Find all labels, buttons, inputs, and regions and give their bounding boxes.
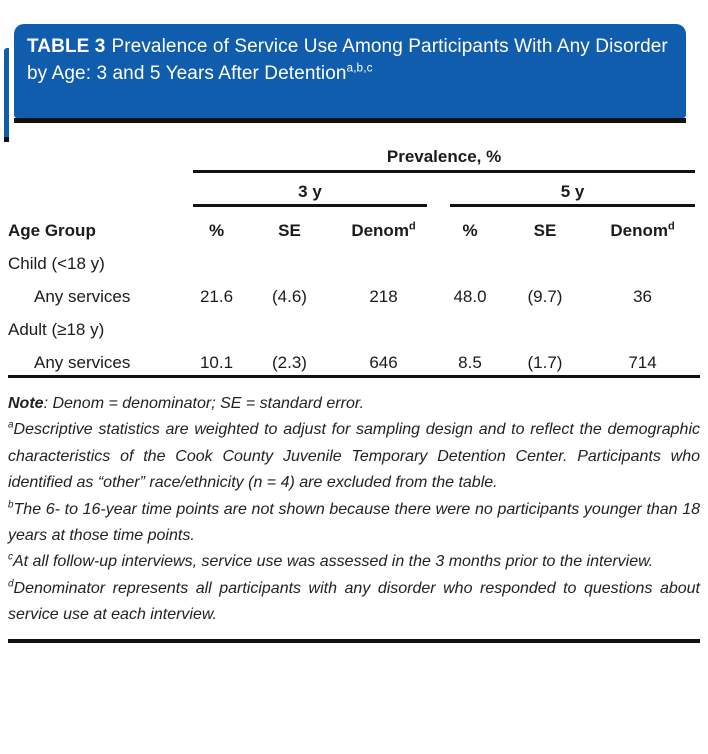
age-group-header: Age Group — [8, 221, 96, 240]
footnote-note: Note: Denom = denominator; SE = standard… — [8, 395, 365, 412]
banner-bottom-rule — [14, 118, 686, 123]
table-row-adult-any-services: Any services 10.1 (2.3) 646 8.5 (1.7) 71… — [8, 340, 697, 373]
denom-footnote-marker: d — [667, 220, 675, 233]
prevalence-spanner-label: Prevalence, % — [386, 147, 502, 166]
table-title-banner: TABLE 3 Prevalence of Service Use Among P… — [14, 24, 686, 118]
group-5y: 5 y — [438, 173, 697, 207]
se-header-5y: SE — [533, 221, 557, 240]
se-header-3y: SE — [278, 221, 301, 240]
se-3y-value: (4.6) — [272, 287, 307, 306]
footnote-c: cAt all follow-up interviews, service us… — [8, 552, 654, 571]
denom-3y-value: 646 — [369, 353, 398, 372]
group-5y-rule: 5 y — [450, 182, 696, 207]
table-bottom-rule — [8, 375, 700, 378]
table-title-text: Prevalence of Service Use Among Particip… — [27, 36, 668, 84]
pct-5y-value: 48.0 — [453, 287, 487, 306]
page-bottom-rule — [8, 638, 700, 643]
group-3y-rule: 3 y — [193, 182, 427, 207]
denom-3y-value: 218 — [369, 287, 398, 306]
row-label: Any services — [34, 353, 131, 372]
denom-footnote-marker: d — [408, 220, 416, 233]
prevalence-spanner-rule: Prevalence, % — [193, 147, 696, 173]
table-row-adult-group: Adult (≥18 y) — [8, 307, 697, 340]
pct-5y-value: 8.5 — [458, 353, 482, 372]
prevalence-spanner: Prevalence, % — [183, 123, 697, 173]
denom-5y-value: 714 — [628, 353, 657, 372]
table-row-child-group: Child (<18 y) — [8, 241, 697, 274]
spanner-row: Prevalence, % — [8, 123, 697, 173]
spanner-spacer — [8, 123, 183, 173]
banner-accent-bar — [4, 48, 9, 142]
table-row-child-any-services: Any services 21.6 (4.6) 218 48.0 (9.7) 3… — [8, 274, 697, 307]
row-label: Adult (≥18 y) — [8, 320, 105, 339]
footnote-b: bThe 6- to 16-year time points are not s… — [8, 499, 700, 545]
table-title-footnote-markers: a,b,c — [346, 61, 373, 75]
denom-5y-value: 36 — [633, 287, 652, 306]
pct-3y-value: 21.6 — [199, 287, 234, 306]
journal-table-page: TABLE 3 Prevalence of Service Use Among P… — [0, 24, 708, 754]
row-label: Any services — [34, 287, 131, 306]
footnote-a: aDescriptive statistics are weighted to … — [8, 420, 700, 492]
footnote-d: dDenominator represents all participants… — [8, 578, 700, 624]
year-group-row: 3 y 5 y — [8, 173, 697, 207]
se-5y-value: (9.7) — [527, 287, 563, 306]
year-group-spacer — [8, 173, 183, 207]
se-5y-value: (1.7) — [527, 353, 563, 372]
group-5y-label: 5 y — [560, 182, 585, 201]
footnotes-block: Note: Denom = denominator; SE = standard… — [8, 391, 700, 629]
table-number: TABLE 3 — [27, 36, 106, 57]
pct-header-3y: % — [208, 221, 225, 240]
column-header-row: Age Group % SE Denomd % SE Denomd — [8, 207, 697, 241]
denom-header-3y: Denomd — [351, 220, 416, 240]
group-3y: 3 y — [183, 173, 438, 207]
se-3y-value: (2.3) — [272, 353, 307, 372]
pct-header-5y: % — [462, 221, 478, 240]
group-3y-label: 3 y — [298, 182, 322, 201]
pct-3y-value: 10.1 — [199, 353, 234, 372]
denom-header-5y: Denomd — [610, 220, 675, 240]
prevalence-table: Prevalence, % 3 y 5 y Age Group — [8, 123, 697, 373]
row-label: Child (<18 y) — [8, 254, 105, 273]
